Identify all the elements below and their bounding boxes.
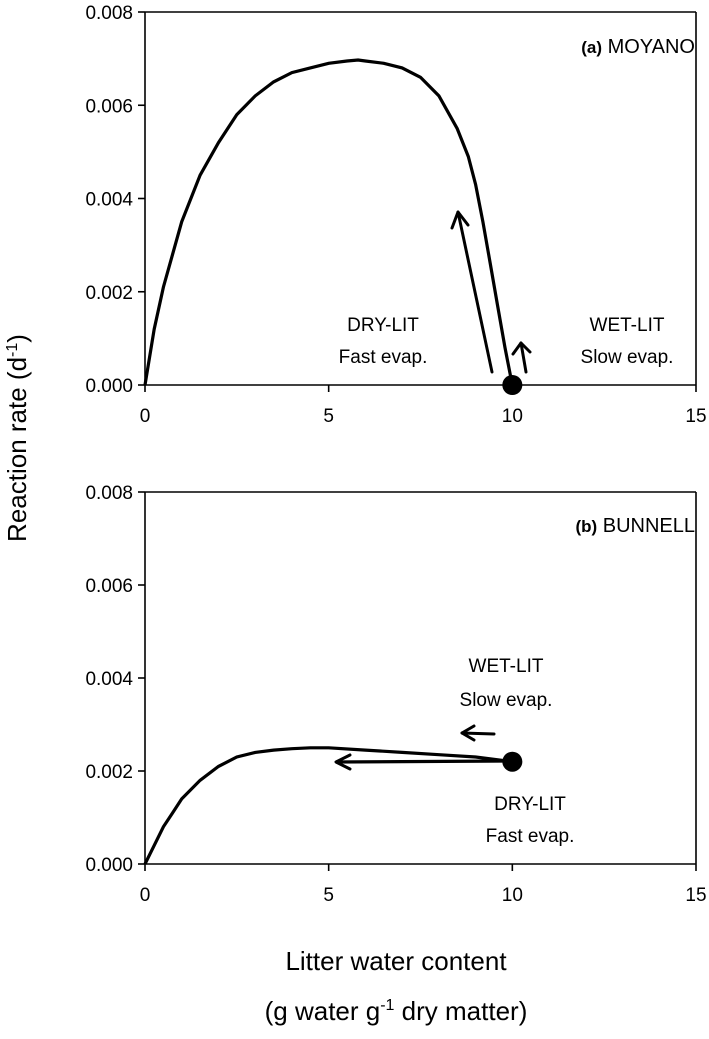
panel-a-dry-lit-arrowhead <box>450 210 470 230</box>
panel-b-x-tick-label: 10 <box>502 885 523 906</box>
panel-b-y-tick-label: 0.006 <box>85 576 133 597</box>
panel-a-title: (a) MOYANO <box>581 36 695 58</box>
panel-a-x-tick-label: 0 <box>140 406 151 427</box>
panel-b-wet-lit-sublabel: Slow evap. <box>460 690 553 711</box>
panel-a-wet-lit-sublabel: Slow evap. <box>581 347 674 368</box>
panel-b-wet-lit-arrowhead <box>460 724 476 742</box>
panel-b-bunnell: 0.000 0.002 0.004 0.006 0.008 0 5 10 15 (b) BUN… <box>85 483 706 906</box>
panel-a-dry-lit-sublabel: Fast evap. <box>339 347 428 368</box>
y-axis-title-sup: -1 <box>4 343 21 357</box>
panel-b-title-text: BUNNELL <box>603 515 695 537</box>
panel-a-rate-curve <box>143 58 514 386</box>
panel-b-return-line <box>335 759 513 764</box>
panel-a-x-tick-label: 15 <box>685 406 706 427</box>
panel-b-start-point <box>502 751 523 772</box>
panel-b-dry-lit-label: DRY-LIT <box>494 794 566 815</box>
panel-a-y-tick-label: 0.002 <box>85 283 133 304</box>
panel-b-dry-lit-sublabel: Fast evap. <box>486 826 575 847</box>
x-axis-title-line2: (g water g-1 dry matter) <box>265 996 528 1026</box>
panel-a-x-tick-label: 5 <box>323 406 334 427</box>
panel-a-moyano: 0.000 0.002 0.004 0.006 0.008 0 5 10 15 (a) MOY… <box>85 3 706 427</box>
panel-b-letter: (b) <box>575 517 597 536</box>
panel-a-y-tick-label: 0.006 <box>85 96 133 117</box>
x-axis-title-line2-a: (g water g <box>265 996 381 1026</box>
panel-b-y-tick-label: 0.000 <box>85 855 133 876</box>
y-axis-title-main: Reaction rate (d <box>2 357 32 542</box>
panel-a-y-tick-label: 0.004 <box>85 190 133 211</box>
x-axis-title-sup: -1 <box>380 997 394 1014</box>
panel-b-x-tick-label: 15 <box>685 885 706 906</box>
panel-a-start-point <box>502 375 523 395</box>
panel-b-x-tick-label: 5 <box>323 885 334 906</box>
panel-b-wet-lit-label: WET-LIT <box>469 656 544 677</box>
panel-a-x-tick-label: 10 <box>502 406 523 427</box>
panel-a-y-tick-label: 0.000 <box>85 376 133 397</box>
panel-b-rate-curve <box>143 746 513 865</box>
panel-b-y-tick-label: 0.004 <box>85 669 133 690</box>
panel-b-x-tick-label: 0 <box>140 885 151 906</box>
panel-a-y-tick-label: 0.008 <box>85 3 133 24</box>
panel-b-title: (b) BUNNELL <box>575 515 695 537</box>
panel-b-y-tick-label: 0.008 <box>85 483 133 504</box>
panel-a-dry-lit-arrow <box>456 210 494 374</box>
x-axis-title-line1: Litter water content <box>285 946 507 976</box>
panel-b-wet-lit-arrow <box>460 731 496 736</box>
panel-a-wet-lit-arrow <box>519 341 528 374</box>
panel-b-dry-lit-arrowhead <box>334 753 352 771</box>
panel-b-y-tick-label: 0.002 <box>85 762 133 783</box>
panel-a-letter: (a) <box>581 38 602 57</box>
panel-a-title-text: MOYANO <box>608 36 695 58</box>
y-axis-title: Reaction rate (d-1) <box>2 334 32 542</box>
y-axis-title-end: ) <box>2 334 32 343</box>
x-axis-title-line2-b: dry matter) <box>394 996 527 1026</box>
panel-a-dry-lit-label: DRY-LIT <box>347 315 419 336</box>
panel-a-wet-lit-label: WET-LIT <box>590 315 665 336</box>
panel-a-wet-lit-arrowhead <box>511 341 532 356</box>
